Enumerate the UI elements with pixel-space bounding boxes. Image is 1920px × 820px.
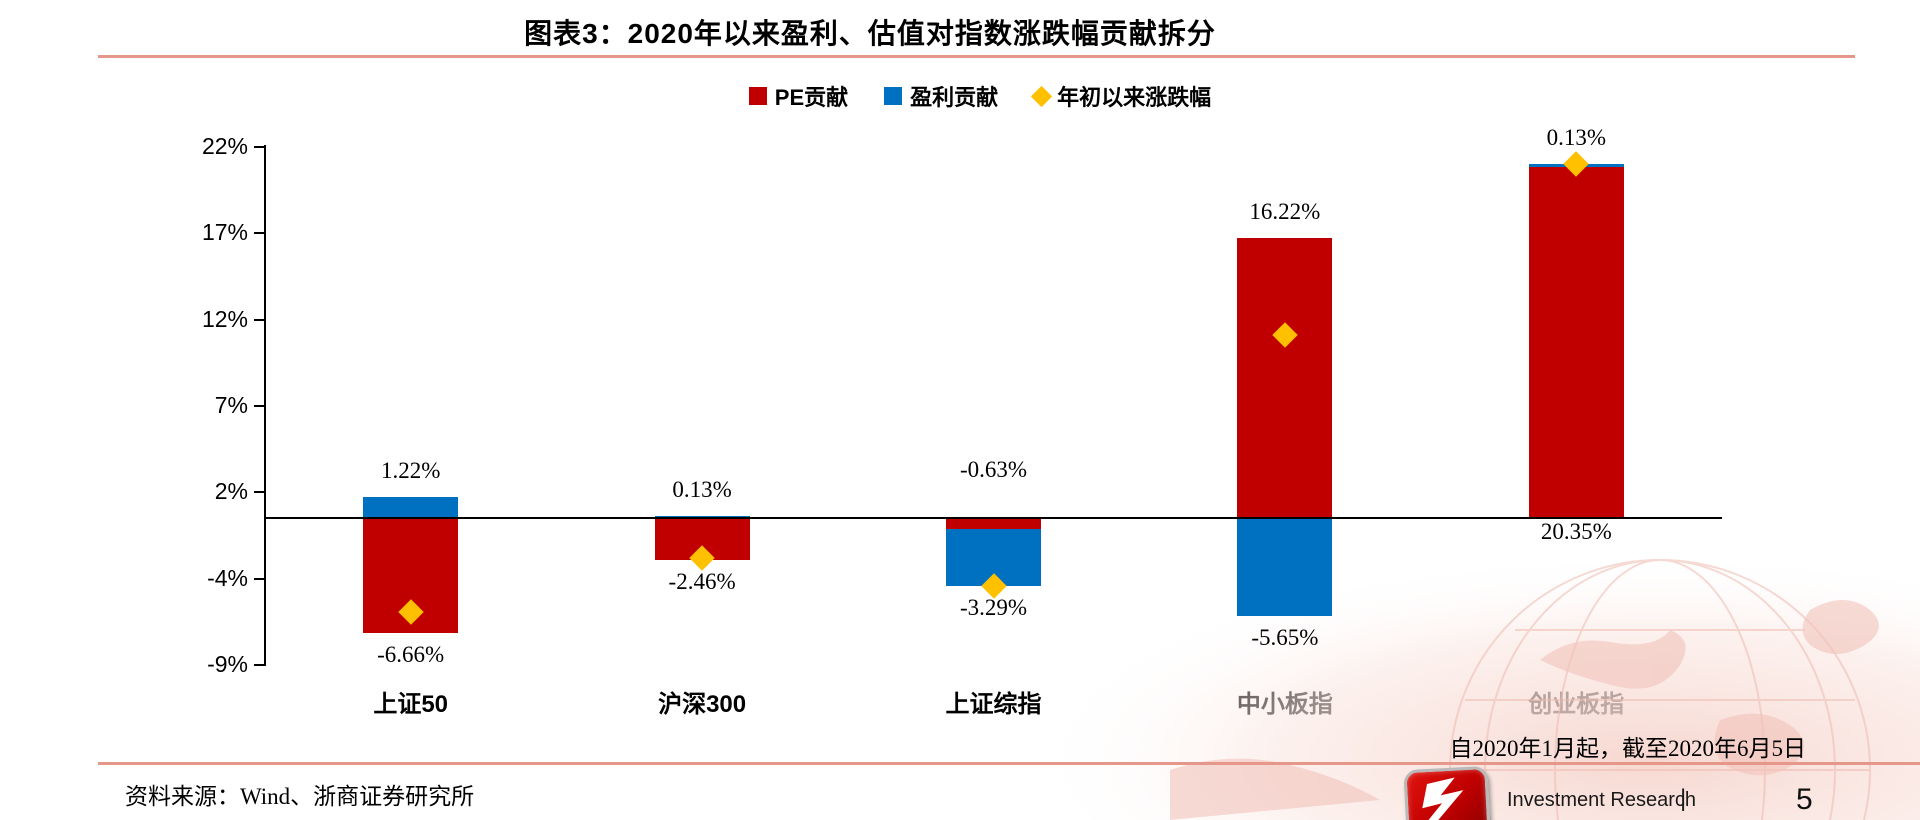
source-text: 资料来源：Wind、浙商证券研究所 [125,784,475,809]
data-label: -2.46% [668,569,736,595]
data-label: -0.63% [959,457,1028,482]
y-tick-mark [254,663,265,666]
data-label: -6.66% [377,642,445,668]
y-tick-label: 17% [201,219,248,246]
page-number: 5 [1796,783,1813,816]
category-label-3: 中小板指 [1236,691,1333,718]
y-tick-label: 7% [214,391,248,418]
chart-legend: PE贡献 盈利贡献 年初以来涨跌幅 [640,80,1320,112]
legend-label: PE贡献 [774,85,849,110]
footer-separator-line [98,762,1920,765]
y-tick-mark [254,318,265,321]
zheshang-securities-logo [1403,765,1491,820]
data-label: 16.22% [1249,198,1321,224]
data-label: -3.29% [959,594,1028,620]
bar-earnings-1 [654,515,750,518]
bar-pe-2 [946,518,1041,529]
legend-diamond-icon [1031,85,1053,107]
bar-pe-3 [1237,237,1333,518]
title-separator-line [98,55,1855,58]
y-tick-label: 2% [214,478,248,505]
y-tick-mark [254,232,265,235]
y-tick-label: -9% [207,650,248,677]
legend-item-0: PE贡献 [748,80,849,112]
data-label: 0.13% [1546,125,1607,151]
category-label-4: 创业板指 [1528,691,1625,718]
y-tick-mark [254,146,265,148]
data-label: 1.22% [380,457,441,483]
y-tick-mark [254,404,265,407]
date-range-note: 自2020年1月起，截至2020年6月5日 [1449,736,1807,761]
legend-square-icon [748,87,767,105]
data-label: 20.35% [1540,519,1612,544]
bar-earnings-0 [363,496,459,518]
y-tick-label: -4% [207,564,248,591]
category-label-0: 上证50 [373,691,449,718]
data-label: 0.13% [672,476,732,502]
legend-label: 盈利贡献 [910,85,999,110]
y-tick-label: 22% [201,133,248,159]
legend-item-1: 盈利贡献 [884,80,998,112]
bar-earnings-3 [1237,518,1333,616]
footer-divider: | [1680,785,1687,812]
bar-pe-4 [1528,166,1624,518]
zero-baseline [264,517,1722,519]
y-tick-label: 12% [201,305,248,332]
chart-title: 图表3：2020年以来盈利、估值对指数涨跌幅贡献拆分 [524,18,1216,49]
y-axis-line [264,145,266,666]
data-label: -5.65% [1251,624,1319,650]
y-tick-mark [254,577,265,580]
category-label-1: 沪深300 [658,691,747,718]
legend-label: 年初以来涨跌幅 [1057,85,1212,110]
legend-square-icon [884,87,903,105]
y-tick-mark [254,491,265,494]
footer-brand-text: Investment Research [1507,789,1696,811]
legend-item-2: 年初以来涨跌幅 [1031,80,1212,112]
category-label-2: 上证综指 [945,691,1042,718]
